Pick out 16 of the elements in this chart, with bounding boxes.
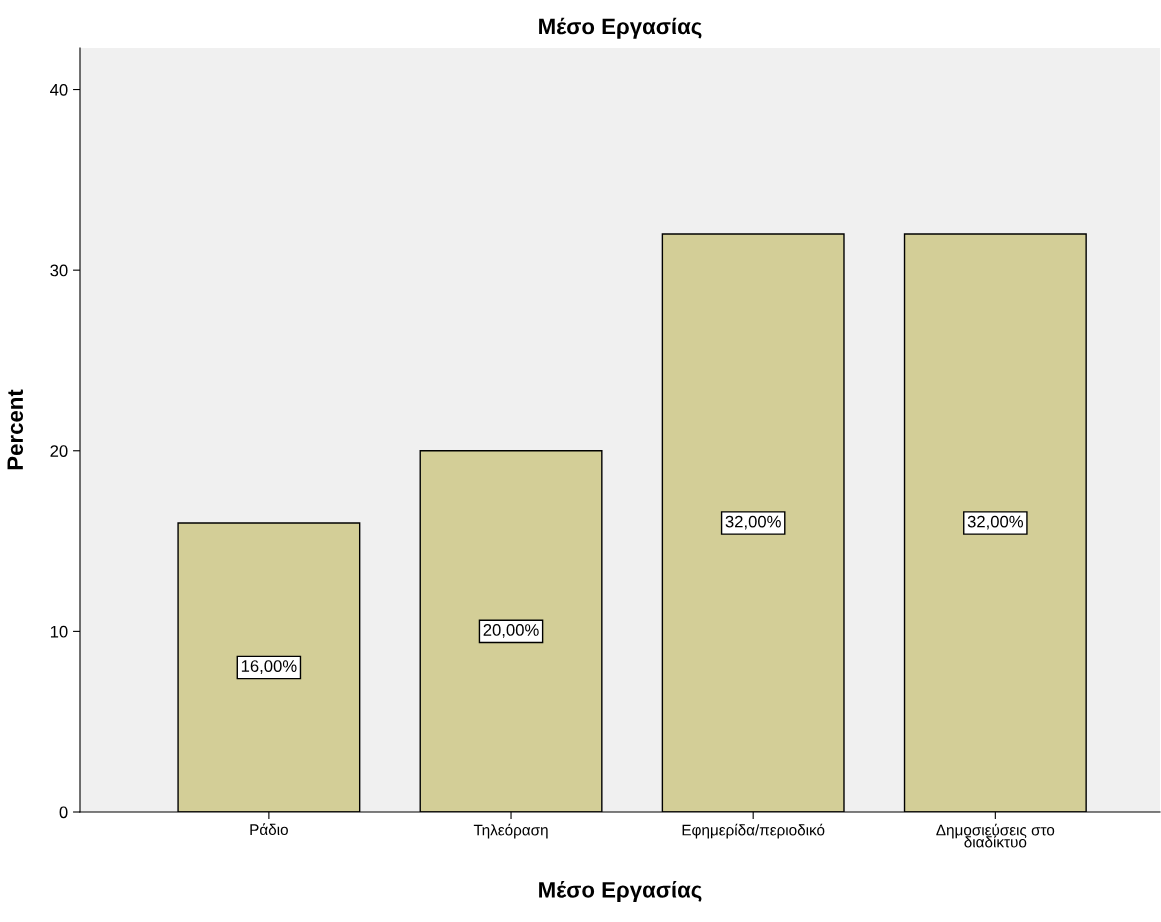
data-label: 20,00% — [483, 624, 539, 638]
x-tick-label: Εφημερίδα/περιοδικό — [682, 823, 825, 839]
x-tick-label: Ράδιο — [250, 823, 288, 836]
y-tick-label: 10 — [50, 625, 68, 638]
chart-title: Μέσο Εργασίας — [539, 17, 702, 39]
y-tick-label: 0 — [59, 806, 68, 819]
y-tick-label: 30 — [50, 264, 68, 277]
y-axis-title: Percent — [7, 389, 24, 470]
data-label: 32,00% — [725, 515, 781, 530]
data-label: 32,00% — [967, 515, 1024, 530]
x-axis-title: Μέσο Εργασίας — [539, 881, 702, 903]
y-tick-label: 20 — [50, 445, 68, 457]
x-tick-label: Δημοσιεύσεις στο διαδίκτυο — [936, 823, 1055, 848]
x-tick-label: Τηλεόραση — [473, 823, 548, 839]
data-label: 16,00% — [241, 660, 297, 674]
y-tick-label: 40 — [50, 83, 68, 96]
